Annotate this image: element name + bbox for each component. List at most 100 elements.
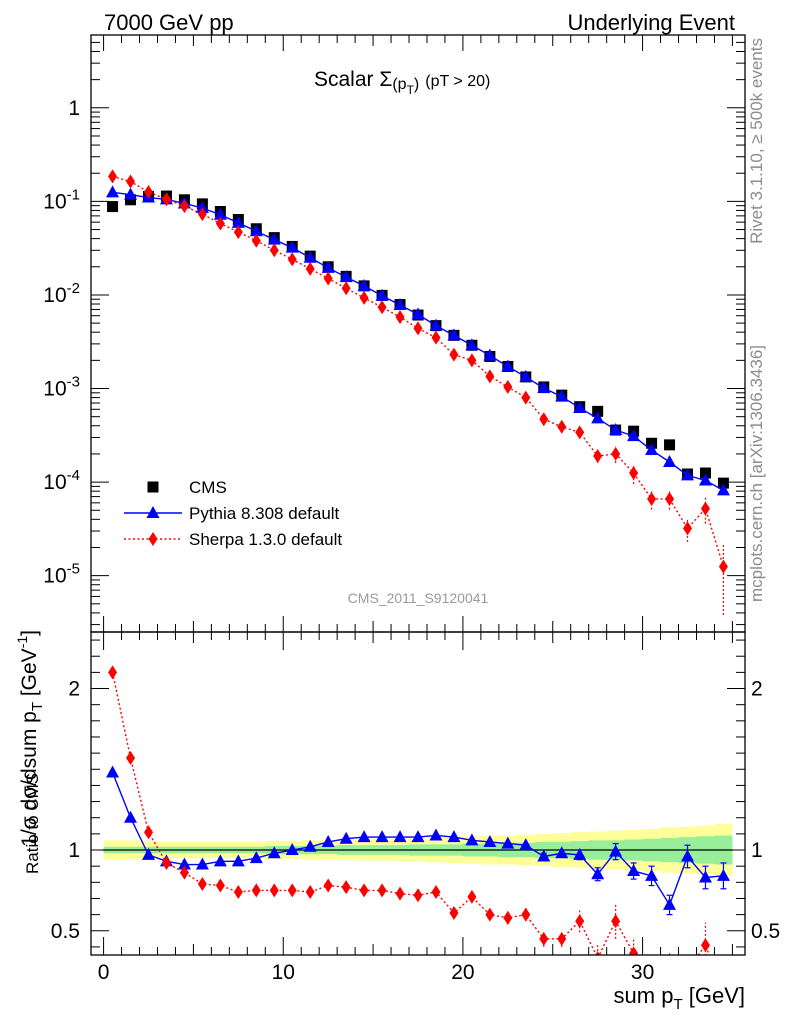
cms-point bbox=[717, 477, 729, 489]
sherpa-point bbox=[449, 347, 459, 362]
pythia-point bbox=[393, 298, 407, 311]
pythia-point bbox=[195, 200, 209, 213]
cms-point bbox=[125, 194, 137, 206]
ratio-y-tick-label-right: 1 bbox=[751, 839, 763, 862]
ratio-y-axis-label: Ratio to CMS bbox=[23, 773, 42, 874]
rivet-version-label: Rivet 3.1.10, ≥ 500k events bbox=[747, 38, 766, 244]
sherpa-point bbox=[629, 466, 639, 481]
pythia-point bbox=[447, 328, 461, 341]
x-axis-label: sum pT [GeV] bbox=[614, 983, 745, 1013]
y-tick-base: 10 bbox=[43, 565, 66, 588]
y-tick-exponent: -4 bbox=[67, 467, 80, 484]
sherpa-ratio-point bbox=[611, 914, 621, 929]
pythia-ratio-point bbox=[663, 897, 677, 910]
y-tick-label: 10-3 bbox=[43, 374, 80, 401]
sherpa-ratio-point bbox=[539, 931, 549, 946]
pythia-point bbox=[716, 483, 730, 496]
pythia-line bbox=[112, 191, 724, 492]
sherpa-point bbox=[323, 271, 333, 286]
pythia-point bbox=[698, 473, 712, 486]
sherpa-ratio-point bbox=[215, 878, 225, 893]
pythia-ratio-point bbox=[285, 843, 299, 856]
sherpa-point bbox=[215, 216, 225, 231]
pythia-ratio-point bbox=[429, 828, 443, 841]
sherpa-ratio-point bbox=[413, 888, 423, 903]
pythia-ratio-point bbox=[231, 854, 245, 867]
pythia-ratio-point bbox=[411, 830, 425, 843]
ratio-y-tick-label: 1 bbox=[68, 839, 80, 862]
pythia-ratio-point bbox=[483, 834, 497, 847]
y-tick-label: 10-5 bbox=[43, 561, 80, 588]
mcplots-label: mcplots.cern.ch [arXiv:1306.3436] bbox=[747, 345, 766, 602]
pythia-ratio-point bbox=[716, 868, 730, 881]
ratio-y-tick-label: 2 bbox=[68, 678, 80, 701]
pythia-point bbox=[106, 185, 120, 198]
pythia-point bbox=[429, 318, 443, 331]
sherpa-point bbox=[521, 390, 531, 405]
pythia-ratio-point bbox=[357, 830, 371, 843]
sherpa-ratio-point bbox=[595, 951, 601, 955]
sherpa-ratio-point bbox=[161, 855, 171, 870]
sherpa-point bbox=[287, 252, 297, 267]
analysis-watermark: CMS_2011_S9120041 bbox=[348, 590, 489, 606]
sherpa-ratio-point bbox=[683, 963, 692, 977]
pythia-ratio-point bbox=[213, 854, 227, 867]
sherpa-point bbox=[413, 321, 423, 336]
pythia-ratio-point bbox=[303, 839, 317, 852]
sherpa-point bbox=[575, 425, 585, 440]
y-tick-label: 10-1 bbox=[43, 186, 80, 213]
pythia-point bbox=[357, 278, 371, 291]
ratio-tick-labels: 0.5 0.51 12 20 10 20 30 bbox=[51, 678, 780, 984]
pythia-ratio-point bbox=[573, 847, 587, 860]
pythia-point bbox=[213, 207, 227, 220]
pythia-point bbox=[663, 454, 677, 467]
pythia-point bbox=[339, 270, 353, 283]
pythia-point bbox=[555, 389, 569, 402]
main-axis-ticks bbox=[91, 34, 745, 632]
sherpa-point bbox=[341, 281, 351, 296]
sherpa-point bbox=[269, 243, 279, 258]
sherpa-point bbox=[611, 446, 621, 461]
legend-label-sherpa: Sherpa 1.3.0 default bbox=[189, 530, 342, 549]
cms-point bbox=[107, 201, 119, 213]
sherpa-ratio-point bbox=[126, 750, 136, 765]
cms-point bbox=[699, 467, 711, 479]
sherpa-point bbox=[557, 419, 567, 434]
sherpa-ratio-point bbox=[665, 961, 674, 975]
legend-label-pythia: Pythia 8.308 default bbox=[189, 504, 340, 523]
cms-point bbox=[664, 439, 676, 451]
main-title: Scalar Σ(pT) (pT > 20) bbox=[314, 68, 490, 97]
main-plot-area bbox=[106, 169, 730, 615]
pythia-point bbox=[609, 423, 623, 436]
pythia-point bbox=[249, 224, 263, 237]
sherpa-point bbox=[647, 491, 657, 506]
pythia-point bbox=[321, 260, 335, 273]
pythia-ratio-point bbox=[321, 834, 335, 847]
sherpa-point bbox=[683, 521, 693, 536]
sherpa-ratio-point bbox=[377, 883, 387, 898]
sherpa-ratio-point bbox=[143, 825, 153, 840]
sherpa-ratio-point bbox=[108, 665, 118, 680]
sherpa-ratio-point bbox=[395, 886, 405, 901]
sherpa-point bbox=[665, 491, 675, 506]
sherpa-point bbox=[395, 310, 405, 325]
legend: CMS Pythia 8.308 default Sherpa 1.3.0 defa… bbox=[124, 478, 342, 549]
pythia-ratio-point bbox=[555, 846, 569, 859]
pythia-ratio-point bbox=[698, 870, 712, 883]
x-tick-label: 0 bbox=[98, 961, 110, 984]
sherpa-ratio-point bbox=[287, 883, 297, 898]
sherpa-ratio-point bbox=[431, 885, 441, 900]
pythia-ratio-point bbox=[195, 857, 209, 870]
y-tick-label: 1 bbox=[68, 97, 80, 120]
pythia-ratio-point bbox=[106, 765, 120, 778]
pythia-ratio-point bbox=[465, 833, 479, 846]
sherpa-ratio-point bbox=[179, 865, 189, 880]
sherpa-ratio-point bbox=[359, 883, 369, 898]
sherpa-point bbox=[431, 330, 441, 345]
sherpa-point bbox=[143, 184, 153, 199]
pythia-point bbox=[124, 187, 138, 200]
sherpa-point bbox=[179, 199, 189, 214]
sherpa-point bbox=[251, 233, 261, 248]
